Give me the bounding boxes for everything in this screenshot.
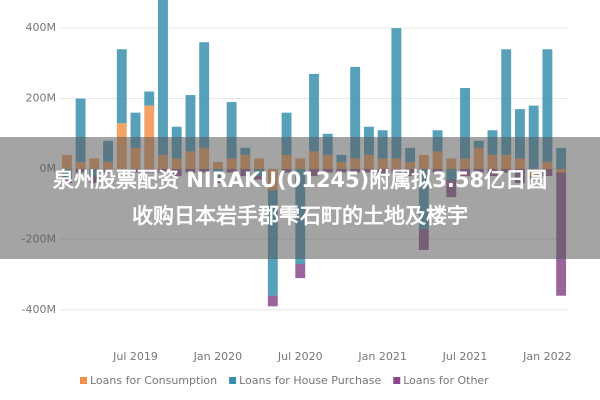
x-tick-label: Jul 2020: [277, 350, 323, 363]
y-tick-label: 400M: [26, 21, 57, 34]
bar-segment: [309, 73, 319, 152]
bar-segment: [267, 295, 278, 307]
x-tick-label: Jan 2022: [522, 350, 571, 363]
x-tick-label: Jul 2019: [112, 350, 158, 363]
bar-segment: [295, 264, 306, 279]
bar-segment: [199, 42, 210, 148]
bar-segment: [75, 98, 86, 162]
bar-segment: [281, 112, 292, 155]
bar-segment: [460, 88, 470, 159]
bar-segment: [144, 91, 155, 106]
legend-swatch: [393, 377, 401, 384]
x-tick-label: Jan 2020: [193, 350, 242, 363]
banner-text: 泉州股票配资 NIRAKU(01245)附属拟3.58亿日圆收购日本岩手郡雫石町…: [52, 168, 548, 228]
legend-swatch: [80, 377, 87, 384]
bar-segment: [226, 102, 237, 159]
y-tick-label: -400M: [22, 303, 56, 316]
banner-overlay: 泉州股票配资 NIRAKU(01245)附属拟3.58亿日圆收购日本岩手郡雫石町…: [0, 137, 600, 259]
bar-segment: [542, 49, 553, 162]
y-tick-label: 200M: [26, 92, 57, 105]
bar-segment: [116, 49, 127, 124]
bar-segment: [391, 28, 402, 159]
legend-label: Loans for Consumption: [90, 374, 217, 387]
bar-segment: [130, 112, 141, 148]
bar-segment: [515, 109, 525, 159]
legend-swatch: [229, 377, 237, 384]
x-tick-label: Jul 2021: [442, 350, 488, 363]
bar-segment: [158, 0, 168, 155]
bar-segment: [501, 49, 512, 155]
x-tick-label: Jan 2021: [357, 350, 406, 363]
bar-segment: [350, 66, 361, 159]
legend-label: Loans for House Purchase: [239, 374, 381, 387]
bar-segment: [185, 95, 196, 152]
legend-label: Loans for Other: [403, 374, 489, 387]
